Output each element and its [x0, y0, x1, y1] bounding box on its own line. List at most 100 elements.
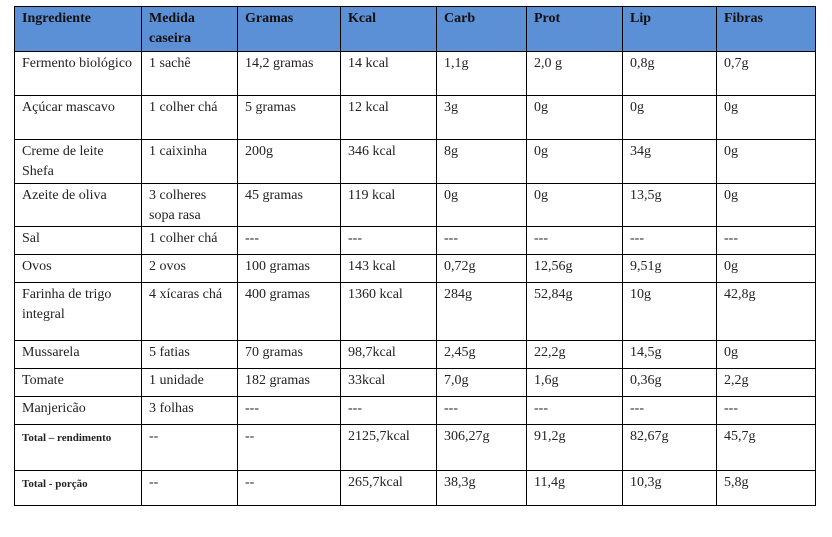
table-row: Tomate 1 unidade 182 gramas 33kcal 7,0g 1,6g 0…: [14, 368, 816, 397]
table-cell: 82,67g: [622, 424, 717, 471]
table-cell: ---: [526, 396, 623, 425]
header-cell: Lip: [622, 6, 717, 52]
table-cell: 0,7g: [716, 51, 816, 96]
table-cell: ---: [237, 396, 341, 425]
table-cell: 11,4g: [526, 470, 623, 506]
table-cell: --: [237, 470, 341, 506]
table-row: Farinha de trigo integral 4 xícaras chá 40…: [14, 282, 816, 341]
table-cell: 0g: [716, 254, 816, 283]
nutrition-table: Ingrediente Medida caseira Gramas Kcal Carb P…: [14, 6, 816, 506]
table-cell: 0g: [526, 95, 623, 140]
table-cell: 98,7kcal: [340, 340, 437, 369]
table-cell: 8g: [436, 139, 527, 184]
table-row: Total – rendimento -- -- 2125,7kcal 306,27g 9…: [14, 424, 816, 471]
table-cell: 0,36g: [622, 368, 717, 397]
table-cell: Açúcar mascavo: [14, 95, 142, 140]
table-cell: 200g: [237, 139, 341, 184]
table-cell: 2125,7kcal: [340, 424, 437, 471]
table-cell: 2 ovos: [141, 254, 238, 283]
table-cell: 1,1g: [436, 51, 527, 96]
table-cell: 7,0g: [436, 368, 527, 397]
table-cell: Azeite de oliva: [14, 183, 142, 227]
table-row: Manjericão 3 folhas --- --- --- --- --- ---: [14, 396, 816, 425]
table-cell: 5 gramas: [237, 95, 341, 140]
table-cell: 0g: [716, 139, 816, 184]
table-cell: 0,72g: [436, 254, 527, 283]
table-cell: ---: [237, 226, 341, 255]
table-cell: ---: [622, 226, 717, 255]
table-cell: 9,51g: [622, 254, 717, 283]
table-cell: 0g: [622, 95, 717, 140]
table-row: Sal 1 colher chá --- --- --- --- --- ---: [14, 226, 816, 255]
table-cell: 14,5g: [622, 340, 717, 369]
table-cell: 182 gramas: [237, 368, 341, 397]
table-cell: 1360 kcal: [340, 282, 437, 341]
table-cell: Total – rendimento: [14, 424, 142, 471]
table-cell: 12,56g: [526, 254, 623, 283]
table-cell: 14,2 gramas: [237, 51, 341, 96]
header-cell: Kcal: [340, 6, 437, 52]
table-cell: Mussarela: [14, 340, 142, 369]
table-row: Creme de leite Shefa 1 caixinha 200g 346 kc…: [14, 139, 816, 184]
table-cell: 3 colheres sopa rasa: [141, 183, 238, 227]
table-row: Ovos 2 ovos 100 gramas 143 kcal 0,72g 12,56g 9…: [14, 254, 816, 283]
table-cell: 0g: [716, 183, 816, 227]
table-cell: 100 gramas: [237, 254, 341, 283]
table-cell: Creme de leite Shefa: [14, 139, 142, 184]
table-cell: Farinha de trigo integral: [14, 282, 142, 341]
table-cell: 0g: [716, 95, 816, 140]
table-cell: 400 gramas: [237, 282, 341, 341]
table-cell: 284g: [436, 282, 527, 341]
table-cell: 33kcal: [340, 368, 437, 397]
table-cell: --: [141, 470, 238, 506]
header-cell: Gramas: [237, 6, 341, 52]
table-cell: ---: [716, 396, 816, 425]
table-cell: 0g: [526, 183, 623, 227]
table-cell: 10,3g: [622, 470, 717, 506]
table-cell: 2,45g: [436, 340, 527, 369]
table-cell: 1 unidade: [141, 368, 238, 397]
table-cell: 119 kcal: [340, 183, 437, 227]
table-cell: 52,84g: [526, 282, 623, 341]
table-cell: 34g: [622, 139, 717, 184]
table-cell: 42,8g: [716, 282, 816, 341]
table-cell: 1,6g: [526, 368, 623, 397]
table-cell: 143 kcal: [340, 254, 437, 283]
table-cell: 1 colher chá: [141, 226, 238, 255]
table-cell: 0g: [716, 340, 816, 369]
table-cell: 5 fatias: [141, 340, 238, 369]
header-cell: Prot: [526, 6, 623, 52]
table-cell: ---: [436, 396, 527, 425]
table-cell: 306,27g: [436, 424, 527, 471]
header-cell: Ingrediente: [14, 6, 142, 52]
header-cell: Fibras: [716, 6, 816, 52]
table-cell: --: [237, 424, 341, 471]
table-cell: 38,3g: [436, 470, 527, 506]
table-cell: 14 kcal: [340, 51, 437, 96]
table-cell: 5,8g: [716, 470, 816, 506]
table-row: Fermento biológico 1 sachê 14,2 gramas 14 k…: [14, 51, 816, 96]
table-cell: ---: [622, 396, 717, 425]
table-cell: 13,5g: [622, 183, 717, 227]
header-row: Ingrediente Medida caseira Gramas Kcal Carb P…: [14, 6, 816, 52]
table-cell: Manjericão: [14, 396, 142, 425]
table-cell: 91,2g: [526, 424, 623, 471]
table-row: Açúcar mascavo 1 colher chá 5 gramas 12 kca…: [14, 95, 816, 140]
table-cell: Tomate: [14, 368, 142, 397]
table-cell: Sal: [14, 226, 142, 255]
table-cell: 1 sachê: [141, 51, 238, 96]
table-cell: 2,0 g: [526, 51, 623, 96]
table-cell: 45,7g: [716, 424, 816, 471]
table-cell: 0g: [436, 183, 527, 227]
table-cell: 346 kcal: [340, 139, 437, 184]
table-cell: ---: [716, 226, 816, 255]
table-cell: ---: [436, 226, 527, 255]
table-cell: Total - porção: [14, 470, 142, 506]
table-cell: 0g: [526, 139, 623, 184]
table-cell: 1 caixinha: [141, 139, 238, 184]
table-cell: 2,2g: [716, 368, 816, 397]
table-body: Fermento biológico 1 sachê 14,2 gramas 14 k…: [14, 51, 816, 506]
table-row: Total - porção -- -- 265,7kcal 38,3g 11,4g 10,…: [14, 470, 816, 506]
table-cell: 3g: [436, 95, 527, 140]
